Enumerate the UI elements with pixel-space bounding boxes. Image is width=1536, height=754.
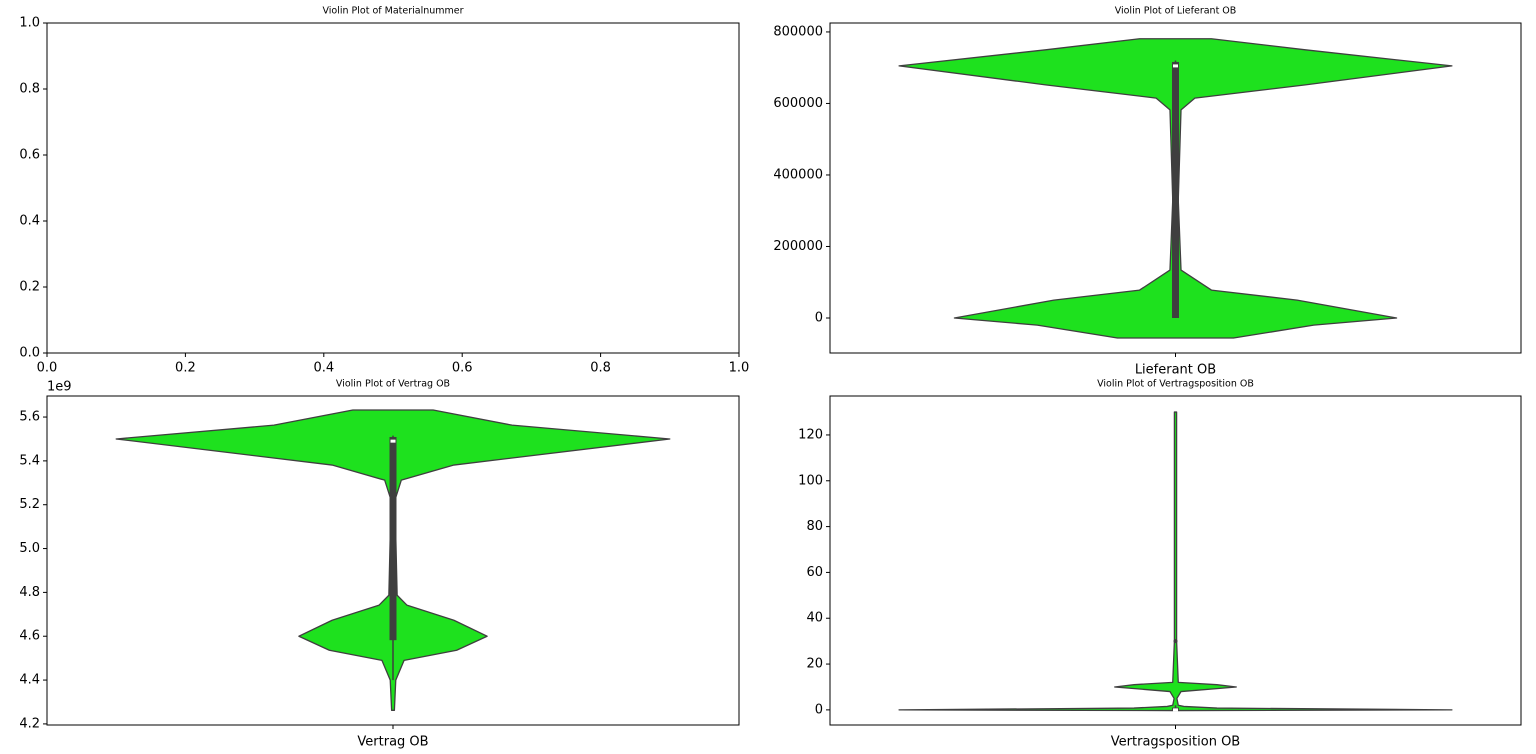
y-tick-label: 80 <box>806 519 823 534</box>
x-tick-label: 0.8 <box>590 361 611 376</box>
y-tick-label: 60 <box>806 565 823 580</box>
y-tick-label: 100 <box>798 473 823 488</box>
subplot: Violin Plot of Materialnummer 0.0 0.2 0.4 0.… <box>19 6 749 376</box>
y-tick-label: 600000 <box>773 96 823 111</box>
axes-frame <box>829 22 1522 354</box>
y-tick-label: 800000 <box>773 24 823 39</box>
x-tick-label: 0.6 <box>452 361 473 376</box>
subplot-title: Violin Plot of Lieferant OB <box>1115 6 1237 17</box>
subplot-title: Violin Plot of Vertrag OB <box>336 379 450 390</box>
y-tick-label: 4.4 <box>19 673 40 688</box>
axes-frame <box>829 395 1522 726</box>
y-tick-label: 5.0 <box>19 541 40 556</box>
y-tick-label: 4.6 <box>19 629 40 644</box>
outlier <box>1173 639 1178 644</box>
y-tick-label: 5.4 <box>19 453 40 468</box>
violin-half <box>115 409 393 711</box>
y-tick-label: 0.2 <box>19 280 40 295</box>
y-tick-label: 40 <box>806 611 823 626</box>
x-tick-label: Vertragsposition OB <box>1111 735 1240 750</box>
subplot: Violin Plot of Vertrag OB 4.2 4.4 4.6 4.8 5.0… <box>19 379 740 750</box>
violin-half <box>1175 411 1453 712</box>
y-tick-label: 1.0 <box>19 16 40 31</box>
y-tick-label: 0 <box>815 702 823 717</box>
x-tick-label: Lieferant OB <box>1135 363 1216 378</box>
median <box>1173 64 1178 68</box>
subplot: Violin Plot of Lieferant OB 0 200000 400000… <box>773 6 1522 378</box>
y-tick-label: 0 <box>815 310 823 325</box>
violin-half <box>898 411 1176 712</box>
x-tick-label: 0.4 <box>313 361 334 376</box>
box <box>1172 61 1179 318</box>
median <box>1173 708 1178 712</box>
y-tick-label: 0.8 <box>19 82 40 97</box>
subplot-title: Violin Plot of Materialnummer <box>322 6 463 17</box>
y-tick-label: 0.6 <box>19 148 40 163</box>
median <box>390 439 396 443</box>
x-tick-label: 1.0 <box>729 361 750 376</box>
subplot: Violin Plot of Vertragsposition OB 0 20 40 6… <box>798 379 1522 750</box>
violin-half <box>393 409 671 711</box>
y-tick-label: 5.6 <box>19 410 40 425</box>
violin-half <box>1175 38 1453 339</box>
axes-frame <box>46 395 740 726</box>
x-tick-label: 0.0 <box>37 361 58 376</box>
axes-frame <box>46 22 740 354</box>
y-tick-label: 4.2 <box>19 716 40 731</box>
x-tick-label: 0.2 <box>175 361 196 376</box>
y-tick-label: 5.2 <box>19 497 40 512</box>
box <box>389 436 397 641</box>
y-offset-label: 1e9 <box>47 380 72 395</box>
y-tick-label: 400000 <box>773 167 823 182</box>
y-tick-label: 120 <box>798 427 823 442</box>
x-tick-label: Vertrag OB <box>357 735 428 750</box>
subplot-title: Violin Plot of Vertragsposition OB <box>1097 379 1254 390</box>
y-tick-label: 20 <box>806 657 823 672</box>
y-tick-label: 0.4 <box>19 214 40 229</box>
y-tick-label: 200000 <box>773 239 823 254</box>
y-tick-label: 0.0 <box>19 346 40 361</box>
violin-half <box>898 38 1176 339</box>
y-tick-label: 4.8 <box>19 585 40 600</box>
